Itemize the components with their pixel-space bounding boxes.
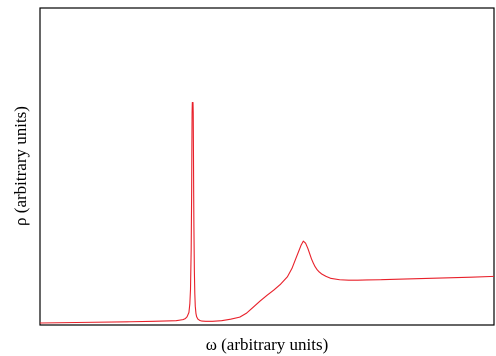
series-line-0 xyxy=(40,101,494,324)
series-layer xyxy=(40,101,494,324)
x-axis-label: ω (arbitrary units) xyxy=(206,335,329,354)
y-axis-label: ρ (arbitrary units) xyxy=(11,106,30,226)
plot-frame xyxy=(39,7,495,326)
